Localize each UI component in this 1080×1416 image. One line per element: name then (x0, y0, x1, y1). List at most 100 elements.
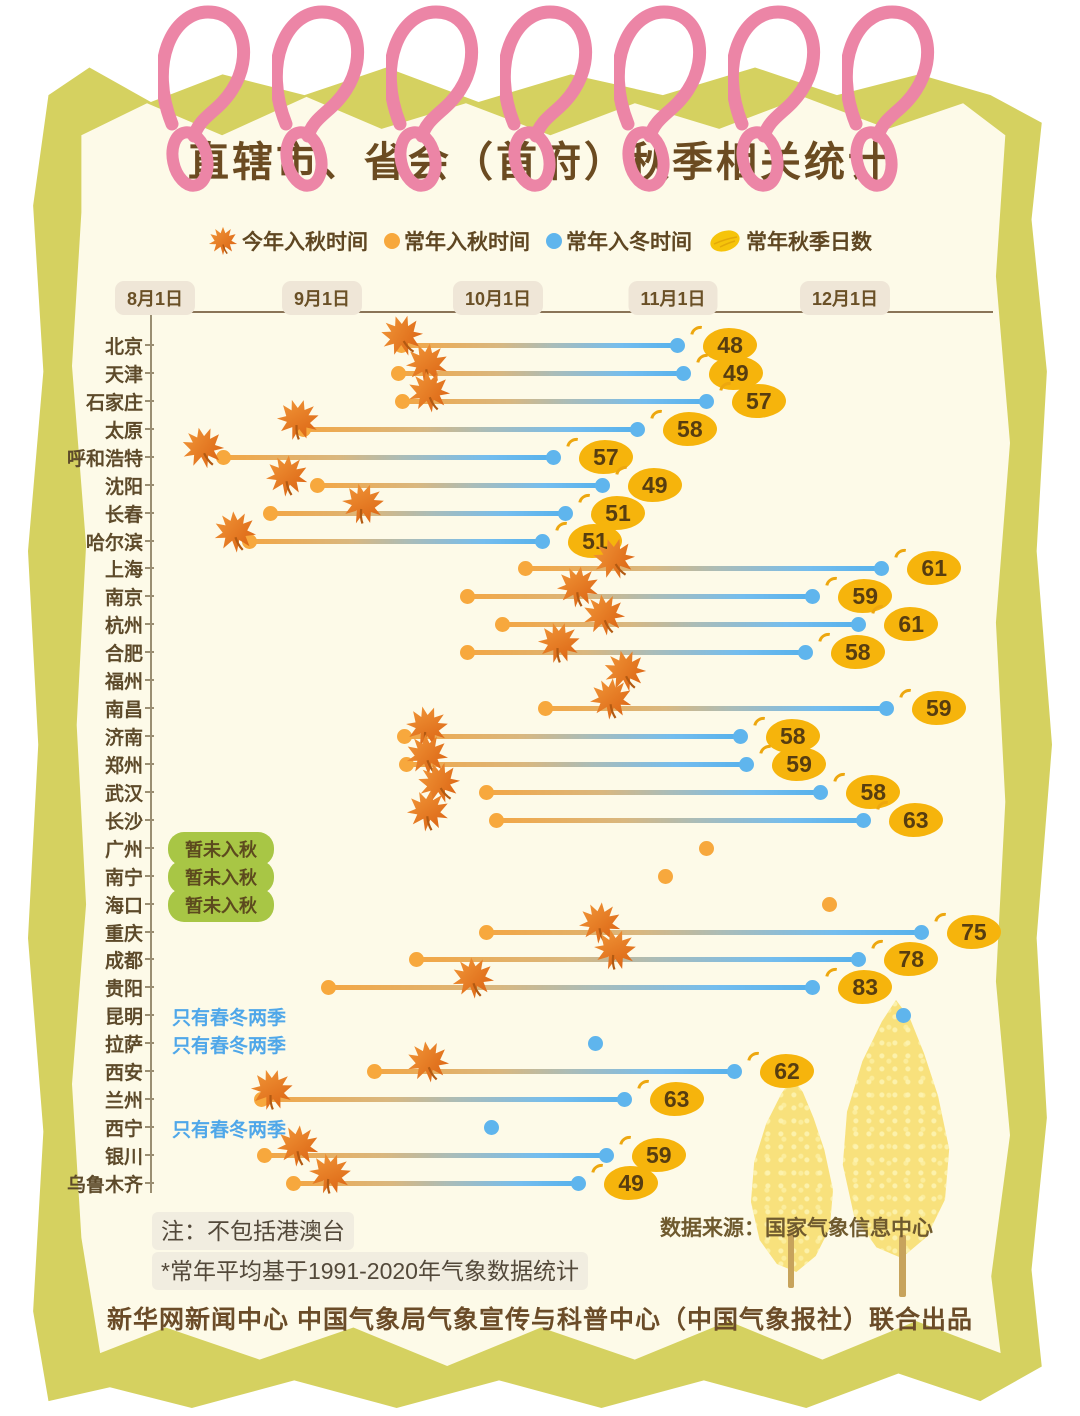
this-year-autumn-leaf-icon (449, 954, 497, 1002)
normal-winter-dot (670, 338, 686, 353)
season-duration-line (374, 1069, 734, 1075)
autumn-days-badge: 57 (731, 383, 786, 418)
spiral-ring-icon (500, 4, 600, 204)
spiral-ring-icon (272, 4, 372, 204)
normal-winter-dot (851, 952, 867, 968)
normal-winter-dot (698, 393, 714, 409)
autumn-days-badge: 63 (888, 802, 943, 837)
row-tick-mark (145, 846, 154, 849)
autumn-days-badge: 75 (946, 914, 1001, 949)
city-label: 合肥 (104, 644, 143, 666)
season-duration-line (264, 1152, 606, 1158)
season-duration-line (398, 370, 683, 376)
normal-autumn-dot (286, 1175, 301, 1191)
row-tick-mark (145, 930, 154, 933)
row-tick-mark (145, 1126, 154, 1129)
city-label: 拉萨 (104, 1035, 143, 1057)
normal-autumn-dot (257, 1147, 273, 1163)
city-label: 北京 (104, 337, 143, 358)
row-tick-mark (145, 790, 154, 793)
spiral-ring-icon (614, 4, 714, 204)
season-duration-line (317, 482, 602, 488)
season-duration-line (248, 538, 542, 544)
city-label: 长春 (104, 504, 143, 526)
autumn-days-badge: 51 (590, 495, 645, 530)
autumn-days-badge: 62 (760, 1054, 815, 1089)
y-axis-line (150, 311, 152, 1193)
row-tick-mark (145, 1014, 154, 1017)
normal-autumn-dot (263, 505, 278, 521)
normal-autumn-dot (460, 645, 476, 661)
normal-autumn-dot (391, 365, 407, 381)
row-tick-mark (145, 371, 154, 374)
not-yet-autumn-badge: 暂未入秋 (168, 887, 274, 922)
normal-autumn-dot (479, 784, 495, 800)
season-duration-line (467, 650, 805, 656)
city-label: 银川 (104, 1146, 143, 1168)
x-axis-tick-label: 8月1日 (114, 281, 196, 315)
season-duration-line (303, 426, 637, 432)
credit-text: 新华网新闻中心 中国气象局气象宣传与科普中心（中国气象报社）联合出品 (107, 1306, 973, 1334)
autumn-days-badge: 58 (830, 635, 885, 670)
city-label: 西安 (104, 1063, 143, 1085)
city-label: 广州 (104, 839, 143, 861)
normal-autumn-dot (310, 477, 326, 493)
two-seasons-label: 只有春冬两季 (172, 1120, 287, 1142)
autumn-days-badge: 61 (907, 551, 962, 586)
city-label: 济南 (104, 728, 143, 750)
row-tick-mark (145, 735, 154, 738)
row-tick-mark (145, 1098, 154, 1101)
x-axis-tick-label: 9月1日 (281, 281, 363, 315)
city-label: 南宁 (104, 867, 143, 889)
this-year-autumn-leaf-icon (587, 675, 635, 723)
normal-autumn-dot (321, 980, 337, 996)
normal-winter-dot (587, 1036, 603, 1052)
row-tick-mark (145, 958, 154, 961)
normal-autumn-dot (488, 812, 504, 828)
row-tick-mark (145, 651, 154, 654)
normal-autumn-dot (409, 952, 425, 968)
season-duration-line (495, 817, 863, 823)
city-label: 沈阳 (104, 476, 143, 498)
season-duration-line (328, 985, 813, 991)
city-label: 成都 (104, 951, 143, 973)
season-duration-line (467, 594, 813, 600)
autumn-days-badge: 59 (911, 691, 966, 726)
legend-item-normal-winter: 常年入冬时间 (546, 226, 692, 256)
normal-autumn-dot (367, 1064, 383, 1080)
normal-winter-dot (732, 729, 748, 745)
row-tick-mark (145, 344, 154, 346)
orange-dot-icon (384, 233, 400, 249)
city-label: 海口 (104, 895, 143, 917)
normal-winter-dot (874, 561, 890, 577)
season-duration-line (261, 1097, 624, 1103)
city-label: 贵阳 (104, 979, 143, 1001)
legend-label: 常年入秋时间 (404, 231, 530, 254)
city-label: 长沙 (104, 811, 143, 833)
season-duration-line (402, 398, 706, 404)
normal-winter-dot (545, 449, 561, 465)
normal-winter-dot (913, 924, 929, 940)
row-tick-mark (145, 539, 154, 542)
normal-winter-dot (598, 1147, 614, 1163)
season-duration-line (486, 789, 821, 795)
autumn-days-badge: 63 (649, 1082, 704, 1117)
city-label: 呼和浩特 (66, 448, 143, 470)
normal-winter-dot (727, 1064, 743, 1080)
legend-label: 常年入冬时间 (566, 231, 692, 254)
yellow-leaf-icon (710, 230, 740, 252)
season-duration-line (524, 566, 882, 572)
x-axis-line (150, 311, 993, 313)
row-tick-mark (145, 1042, 154, 1045)
row-tick-mark (145, 762, 154, 765)
x-axis-tick-label: 10月1日 (452, 281, 544, 315)
row-tick-mark (145, 874, 154, 877)
city-label: 哈尔滨 (85, 532, 143, 554)
row-tick-mark (145, 511, 154, 514)
season-duration-line (406, 761, 747, 767)
city-label: 杭州 (104, 616, 143, 638)
normal-autumn-dot (698, 840, 714, 856)
blue-dot-icon (546, 233, 562, 249)
city-label: 郑州 (104, 755, 143, 777)
legend-label: 今年入秋时间 (242, 231, 368, 254)
